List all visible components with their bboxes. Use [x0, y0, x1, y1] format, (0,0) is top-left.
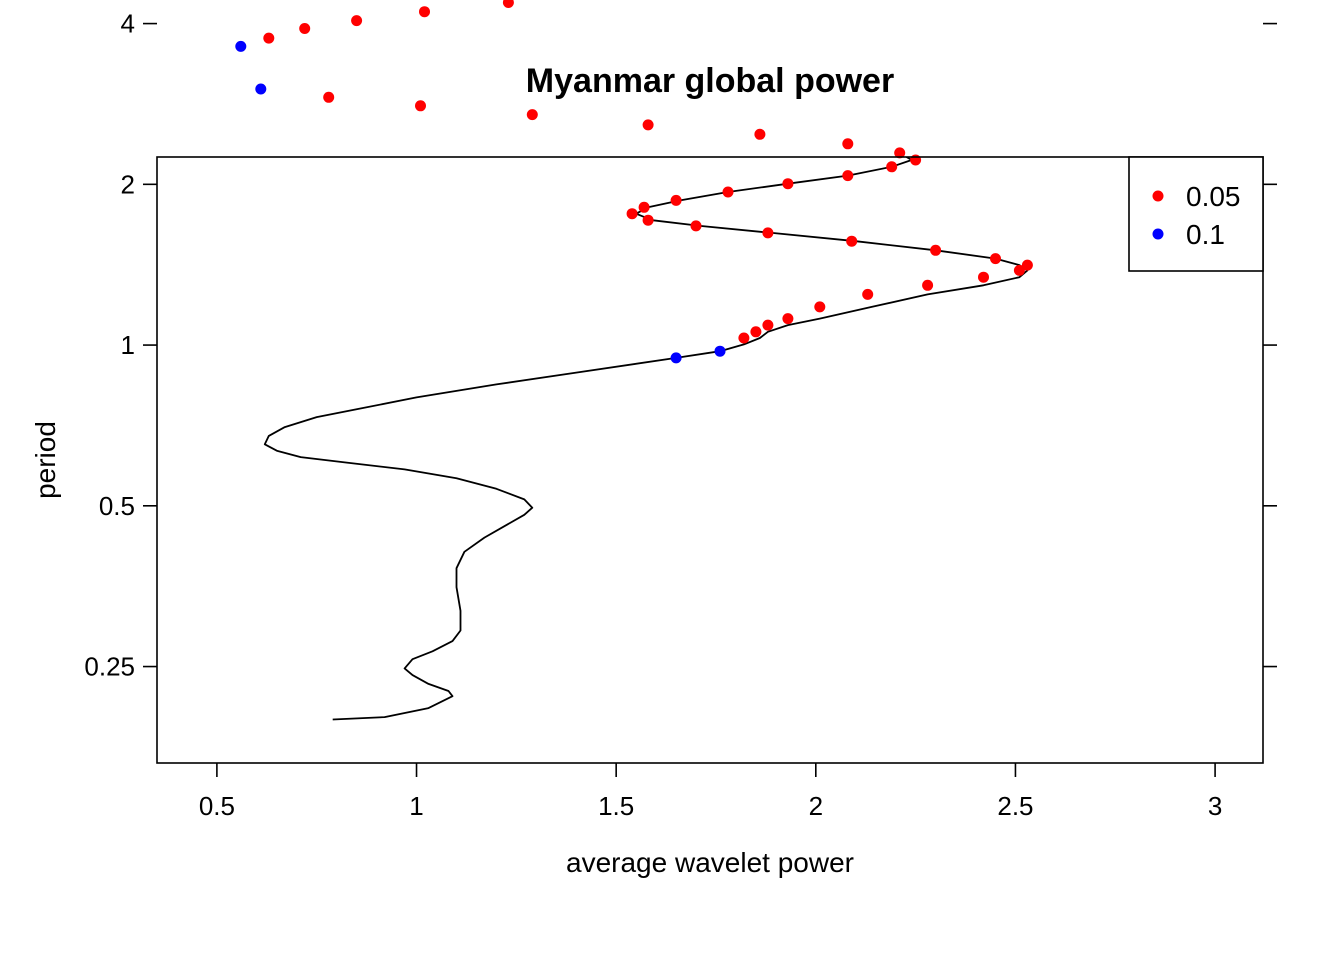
legend-label-0.05: 0.05: [1186, 181, 1241, 212]
signif-point-0.05: [978, 271, 989, 283]
y-tick-label: 0.5: [99, 491, 135, 521]
signif-point-0.1: [670, 352, 682, 364]
legend: 0.05 0.1: [1128, 156, 1264, 272]
signif-point-0.05: [910, 154, 922, 166]
signif-point-0.05: [670, 194, 682, 206]
chart-title: Myanmar global power: [526, 62, 894, 100]
legend-marker-0.1: [1152, 228, 1164, 240]
signif-point-0.05: [626, 208, 638, 220]
signif-point-0.05: [415, 100, 426, 112]
signif-point-0.05: [351, 15, 363, 27]
signif-point-0.05: [762, 319, 774, 331]
signif-point-0.05: [846, 235, 858, 247]
signif-point-0.05: [862, 288, 874, 300]
legend-label-0.1: 0.1: [1186, 219, 1225, 250]
legend-box: [1128, 156, 1264, 272]
y-tick-label: 1: [121, 330, 135, 360]
signif-point-0.05: [722, 186, 734, 198]
x-tick-label: 0.5: [199, 791, 235, 821]
signif-point-0.05: [502, 0, 514, 8]
signif-point-0.05: [750, 326, 762, 338]
signif-point-0.05: [1013, 264, 1025, 276]
signif-point-0.1: [714, 345, 726, 357]
signif-point-0.05: [990, 253, 1001, 265]
signif-point-0.05: [930, 244, 942, 256]
signif-point-0.05: [526, 109, 538, 121]
signif-point-0.05: [738, 332, 750, 344]
signif-point-0.1: [235, 40, 247, 52]
legend-marker-0.05: [1152, 190, 1164, 202]
signif-point-0.05: [842, 170, 854, 182]
y-axis-label: period: [30, 421, 61, 499]
signif-point-0.05: [419, 6, 430, 18]
x-tick-label: 1.5: [598, 791, 634, 821]
signif-point-0.05: [886, 161, 898, 173]
signif-point-0.05: [638, 201, 650, 213]
signif-point-0.05: [642, 214, 654, 226]
signif-point-0.05: [754, 128, 766, 140]
signif-point-0.05: [762, 227, 774, 239]
signif-point-0.05: [894, 147, 906, 159]
signif-point-0.05: [642, 119, 654, 131]
y-tick-label: 2: [121, 169, 135, 199]
signif-point-0.05: [263, 32, 275, 44]
y-tick-label: 0.25: [84, 652, 135, 682]
x-tick-label: 3: [1208, 791, 1222, 821]
signif-point-0.05: [299, 23, 311, 34]
signif-point-0.05: [1021, 259, 1033, 271]
x-axis: 0.5 1 1.5 2 2.5 3: [199, 763, 1222, 821]
signif-point-0.05: [842, 138, 854, 150]
y-tick-label: 4: [121, 9, 135, 39]
signif-point-0.05: [922, 279, 934, 291]
signif-point-0.05: [690, 220, 702, 232]
signif-point-0.05: [814, 301, 826, 313]
x-tick-label: 1: [409, 791, 423, 821]
x-tick-label: 2.5: [997, 791, 1033, 821]
signif-point-0.05: [782, 178, 794, 190]
x-tick-label: 2: [809, 791, 823, 821]
signif-point-0.05: [323, 91, 335, 103]
plot-frame: [156, 156, 1264, 764]
signif-point-0.1: [255, 83, 267, 95]
y-axis: 0.25 0.5 1 2 4: [84, 9, 1277, 682]
x-axis-label: average wavelet power: [566, 847, 854, 878]
signif-point-0.05: [782, 313, 794, 325]
plot-area: [156, 0, 1264, 764]
